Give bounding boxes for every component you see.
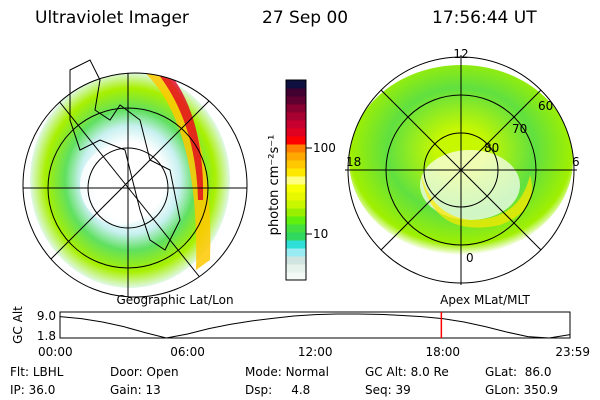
colorbar-swatch [286, 104, 306, 113]
colorbar-swatch [286, 96, 306, 105]
geographic-image [22, 59, 248, 298]
colorbar-swatch [286, 264, 306, 273]
colorbar-swatch [286, 112, 306, 121]
xtick-label: 06:00 [170, 345, 205, 359]
xtick-label: 00:00 [38, 345, 73, 359]
colorbar-swatch [286, 136, 306, 145]
date-label: 27 Sep 00 [262, 8, 349, 28]
lat-80: 80 [484, 141, 499, 155]
y-axis-label: GC Alt [11, 306, 25, 344]
left-panel-label: Geographic Lat/Lon [116, 293, 233, 307]
polar-cap [80, 145, 160, 225]
colorbar-tick-10: 10 [313, 227, 328, 241]
colorbar-swatch [286, 256, 306, 265]
colorbar-swatch [286, 232, 306, 241]
mlt-6: 6 [572, 155, 580, 169]
colorbar-frame [285, 79, 307, 281]
colorbar-swatch [286, 80, 306, 89]
bright-arc [155, 73, 204, 200]
colorbar-swatch [286, 192, 306, 201]
xtick-label: 23:59 [555, 345, 590, 359]
colorbar-swatch [286, 272, 306, 281]
mlt-18: 18 [346, 155, 361, 169]
instrument-title: Ultraviolet Imager [35, 8, 189, 28]
colorbar-tick-100: 100 [313, 141, 336, 155]
dsp-field: Dsp: 4.8 [245, 383, 311, 397]
glon-field: GLon: 350.9 [485, 383, 558, 397]
colorbar-swatch [286, 160, 306, 169]
door-field: Door: Open [110, 365, 179, 379]
colorbar-swatch [286, 248, 306, 257]
colorbar-swatch [286, 168, 306, 177]
colorbar [286, 80, 306, 281]
time-label: 17:56:44 UT [432, 8, 537, 28]
ytick-min: 1.8 [37, 329, 56, 343]
colorbar-swatch [286, 176, 306, 185]
mode-field: Mode: Normal [245, 365, 329, 379]
mlt-12: 12 [453, 47, 468, 61]
altitude-line [59, 313, 571, 339]
flt-field: Flt: LBHL [10, 365, 64, 379]
glat-field: GLat: 86.0 [485, 365, 552, 379]
colorbar-swatch [286, 184, 306, 193]
colorbar-swatch [286, 152, 306, 161]
ip-field: IP: 36.0 [10, 383, 56, 397]
colorbar-swatch [286, 200, 306, 209]
colorbar-swatch [286, 88, 306, 97]
coastlines [69, 59, 181, 251]
altitude-plot-frame [59, 311, 571, 339]
right-panel-label: Apex MLat/MLT [440, 293, 530, 307]
altitude-plot [59, 312, 571, 339]
magnetic-polar-image [345, 55, 577, 285]
lat-70: 70 [512, 122, 527, 136]
gcalt-field: GC Alt: 8.0 Re [365, 365, 449, 379]
globe-outline [22, 72, 248, 298]
xtick-label: 18:00 [425, 345, 460, 359]
colorbar-swatch [286, 224, 306, 233]
colorbar-swatch [286, 216, 306, 225]
colorbar-swatch [286, 120, 306, 129]
colorbar-unit: photon cm⁻²s⁻¹ [267, 135, 282, 236]
dark-region [420, 150, 520, 220]
xtick-label: 12:00 [298, 345, 333, 359]
colorbar-swatch [286, 208, 306, 217]
colorbar-swatch [286, 128, 306, 137]
seq-field: Seq: 39 [365, 383, 411, 397]
gain-field: Gain: 13 [110, 383, 161, 397]
ytick-max: 9.0 [37, 309, 56, 323]
colorbar-swatch [286, 144, 306, 153]
mlt-0: 0 [466, 251, 474, 265]
lat-60: 60 [538, 99, 553, 113]
colorbar-swatch [286, 240, 306, 249]
